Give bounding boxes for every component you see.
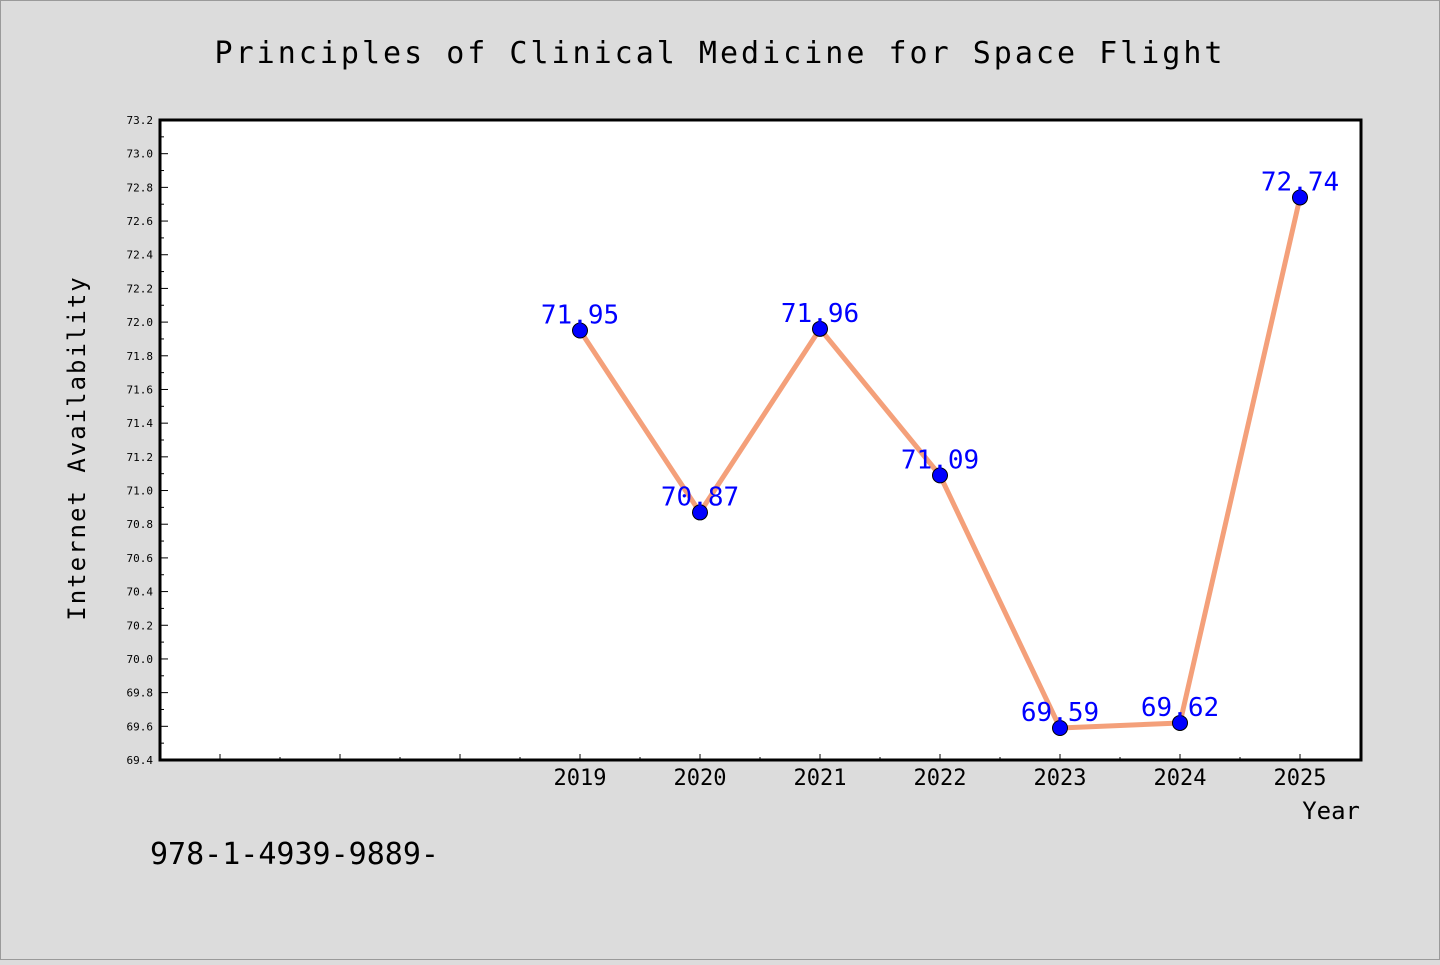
data-label: 69.59 [1021, 698, 1099, 728]
series-group: 71.95 70.87 71.96 71.09 69.59 69.62 72.74 [541, 167, 1339, 736]
y-tick-label: 70.2 [127, 619, 154, 632]
y-tick-label: 71.4 [127, 417, 154, 430]
y-tick-label: 71.0 [127, 485, 154, 498]
data-label: 70.87 [661, 482, 739, 512]
data-point-marker [692, 504, 708, 521]
y-tick-label: 70.0 [127, 653, 154, 666]
data-point-marker [1292, 189, 1308, 206]
x-tick-label: 2024 [1154, 766, 1207, 791]
y-tick-label: 73.0 [127, 148, 154, 161]
data-point-marker [1052, 720, 1068, 736]
y-tick-label: 72.6 [127, 215, 154, 228]
data-label: 72.74 [1261, 167, 1339, 197]
x-tick-label: 2019 [554, 766, 607, 791]
y-tick-label: 72.8 [127, 181, 154, 194]
data-point-marker [932, 467, 948, 484]
y-tick-label: 72.0 [127, 316, 154, 329]
x-tick-label: 2023 [1034, 766, 1087, 791]
x-axis-label: Year [1302, 797, 1360, 825]
data-point-marker [572, 322, 588, 339]
y-tick-label: 69.6 [127, 720, 154, 733]
isbn-footer: 978-1-4939-9889- [150, 837, 439, 872]
y-tick-label: 72.4 [127, 249, 154, 262]
y-tick-label: 73.2 [127, 114, 154, 127]
y-tick-label: 69.4 [127, 754, 154, 767]
data-point-marker [1172, 714, 1188, 731]
plot-area [158, 118, 1363, 762]
x-tick-label: 2022 [914, 766, 967, 791]
y-tick-label: 72.2 [127, 282, 154, 295]
data-label: 71.09 [901, 445, 979, 475]
y-tick-label: 70.8 [127, 518, 154, 531]
y-tick-label: 71.6 [127, 383, 154, 396]
y-tick-label: 69.8 [127, 687, 154, 700]
data-label: 71.95 [541, 301, 619, 331]
y-tick-label: 71.8 [127, 350, 154, 363]
y-tick-label: 70.4 [127, 586, 154, 599]
data-label: 71.96 [781, 299, 859, 329]
y-tick-label: 70.6 [127, 552, 154, 565]
x-axis-ticks: 2019 2020 2021 2022 2023 2024 2025 [219, 754, 1327, 791]
x-tick-label: 2020 [674, 766, 727, 791]
y-tick-label: 71.2 [127, 451, 154, 464]
x-tick-label: 2021 [794, 766, 847, 791]
y-axis-label: Internet Availability [63, 275, 91, 620]
x-tick-label: 2025 [1274, 766, 1327, 791]
y-axis-ticks: 69.4 69.6 69.8 70.0 70.2 70.4 70.6 70.8 71.0 71.2… [127, 114, 168, 767]
data-label: 69.62 [1141, 693, 1219, 723]
chart-title: Principles of Clinical Medicine for Spac… [215, 36, 1226, 71]
data-point-marker [812, 320, 828, 337]
